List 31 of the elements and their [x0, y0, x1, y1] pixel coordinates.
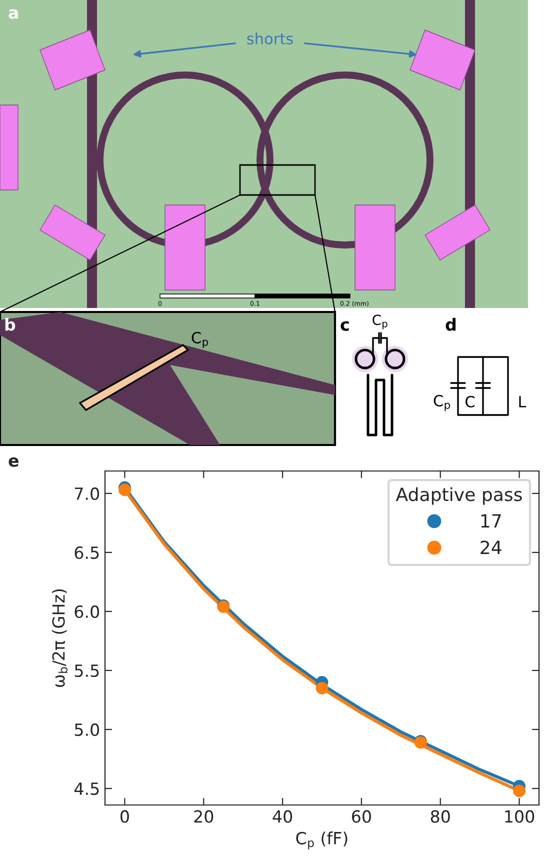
point [316, 682, 328, 694]
x-tick-label: 100 [505, 810, 534, 823]
y-axis-title: ω$_{b}$/2π (GHz) [52, 589, 68, 687]
text: a [8, 9, 18, 19]
y-tick-label: 6.0 [74, 605, 100, 618]
text: C [466, 396, 475, 408]
x-tick-label: 80 [430, 810, 450, 823]
text: L [519, 396, 526, 408]
y-tick-label: 5.0 [74, 723, 100, 736]
legend-label: 17 [481, 514, 501, 528]
y-tick-label: 4.5 [74, 782, 99, 796]
point [513, 784, 526, 798]
y-tick-label: 5.5 [74, 664, 99, 678]
x-tick-label: 0 [120, 810, 129, 823]
text: C$_{p}$ [434, 394, 450, 411]
point [118, 484, 131, 496]
text: d [446, 318, 456, 331]
text: C$_{p}$ [192, 332, 208, 348]
text: b [5, 318, 16, 331]
x-tick-label: 20 [194, 810, 214, 823]
text: c [340, 321, 349, 331]
x-axis-title: C$_{p}$ (fF) [296, 832, 348, 850]
x-tick-label: 60 [352, 810, 371, 823]
text: e [8, 457, 18, 467]
text: C$_{p}$ [372, 314, 388, 330]
legend-label: 24 [480, 540, 502, 554]
legend-title: Adaptive pass [396, 487, 522, 505]
y-tick-label: 7.0 [75, 487, 100, 500]
y-tick-label: 6.5 [74, 546, 99, 560]
text: shorts [247, 32, 293, 44]
x-tick-label: 40 [272, 810, 292, 823]
